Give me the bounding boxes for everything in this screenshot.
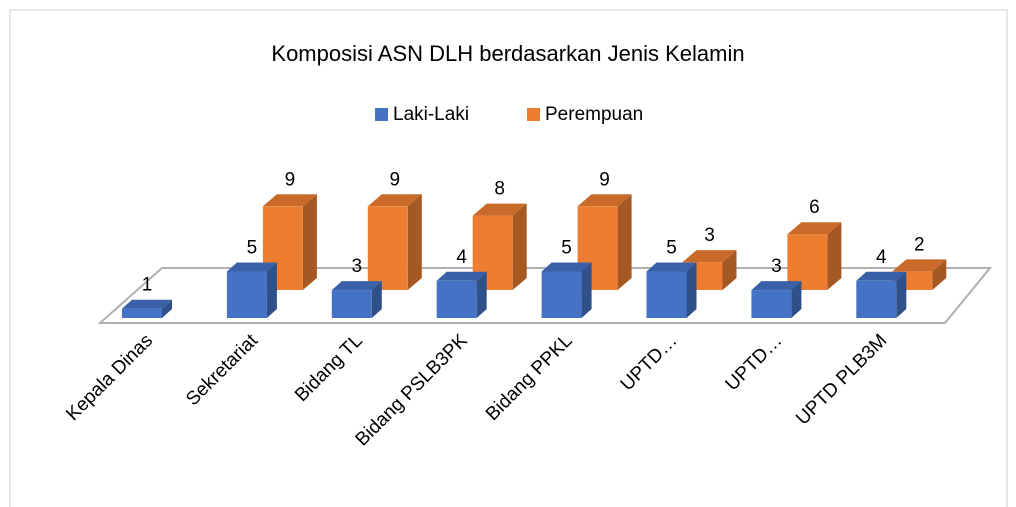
bar-top (856, 271, 907, 281)
bar-side (791, 281, 802, 318)
x-tick-label: Bidang PPKL (482, 330, 577, 425)
chart-title: Komposisi ASN DLH berdasarkan Jenis Kela… (271, 41, 744, 66)
bar-top (472, 203, 527, 216)
x-tick-label: UPTD PLB3M (792, 330, 891, 429)
bar-side (476, 271, 487, 318)
bar-side (407, 194, 422, 290)
bar (226, 262, 277, 318)
bar-top (682, 250, 737, 263)
bar-top (331, 281, 382, 291)
data-label: 5 (666, 238, 677, 259)
bar (436, 271, 487, 318)
data-label: 4 (876, 247, 887, 268)
bar-side (896, 271, 907, 318)
bar-front (646, 271, 687, 318)
bar (472, 203, 527, 290)
data-label: 2 (914, 234, 925, 255)
bar (751, 281, 802, 318)
bar-top (122, 299, 172, 309)
bar-front (367, 206, 408, 290)
bar-side (162, 299, 172, 318)
data-label: 6 (809, 197, 820, 218)
bar-side (581, 262, 592, 318)
data-label: 5 (561, 238, 572, 259)
bar-top (541, 262, 592, 272)
legend-swatch (375, 108, 388, 121)
bar-side (371, 281, 382, 318)
bar-top (787, 222, 842, 235)
data-label: 9 (390, 169, 401, 190)
x-tick-label: Bidang PSLB3PK (352, 330, 472, 450)
bar-side (266, 262, 277, 318)
bar (787, 222, 842, 290)
bar-top (262, 194, 317, 207)
legend-label: Perempuan (545, 104, 643, 125)
bar-front (856, 280, 897, 318)
bar-side (617, 194, 632, 290)
bar-front (751, 290, 792, 318)
bar-front (122, 308, 162, 318)
data-label: 1 (142, 275, 153, 296)
bar-top (751, 281, 802, 291)
bar-front (541, 271, 582, 318)
bar-front (436, 280, 477, 318)
x-tick-label: UPTD… (722, 330, 787, 395)
x-tick-label: UPTD… (617, 330, 682, 395)
bar-side (932, 259, 947, 290)
bar (331, 281, 382, 318)
bar-side (512, 203, 527, 290)
x-tick-label: Bidang TL (291, 330, 367, 406)
legend-swatch (527, 108, 540, 121)
bar-top (892, 259, 947, 272)
data-label: 3 (352, 256, 363, 277)
bar (367, 194, 422, 290)
data-label: 9 (285, 169, 296, 190)
data-label: 4 (456, 247, 467, 268)
bar-top (367, 194, 422, 207)
legend-label: Laki-Laki (393, 104, 469, 125)
bar (646, 262, 697, 318)
x-tick-label: Kepala Dinas (62, 330, 157, 425)
x-tick-label: Sekretariat (182, 330, 262, 410)
bar-front (226, 271, 267, 318)
bar-top (436, 271, 487, 281)
data-label: 3 (771, 256, 782, 277)
bar-side (827, 222, 842, 290)
chart-border (9, 9, 1008, 507)
bar-front (331, 290, 372, 318)
data-label: 8 (494, 179, 505, 200)
bar (541, 262, 592, 318)
bar-top (226, 262, 277, 272)
bar (122, 299, 172, 318)
bar-side (686, 262, 697, 318)
data-label: 5 (247, 238, 258, 259)
bar (856, 271, 907, 318)
bar-top (577, 194, 632, 207)
bar-side (302, 194, 317, 290)
bar-front (787, 234, 828, 290)
bar-top (646, 262, 697, 272)
data-label: 3 (704, 225, 715, 246)
bar-side (722, 250, 737, 290)
data-label: 9 (599, 169, 610, 190)
